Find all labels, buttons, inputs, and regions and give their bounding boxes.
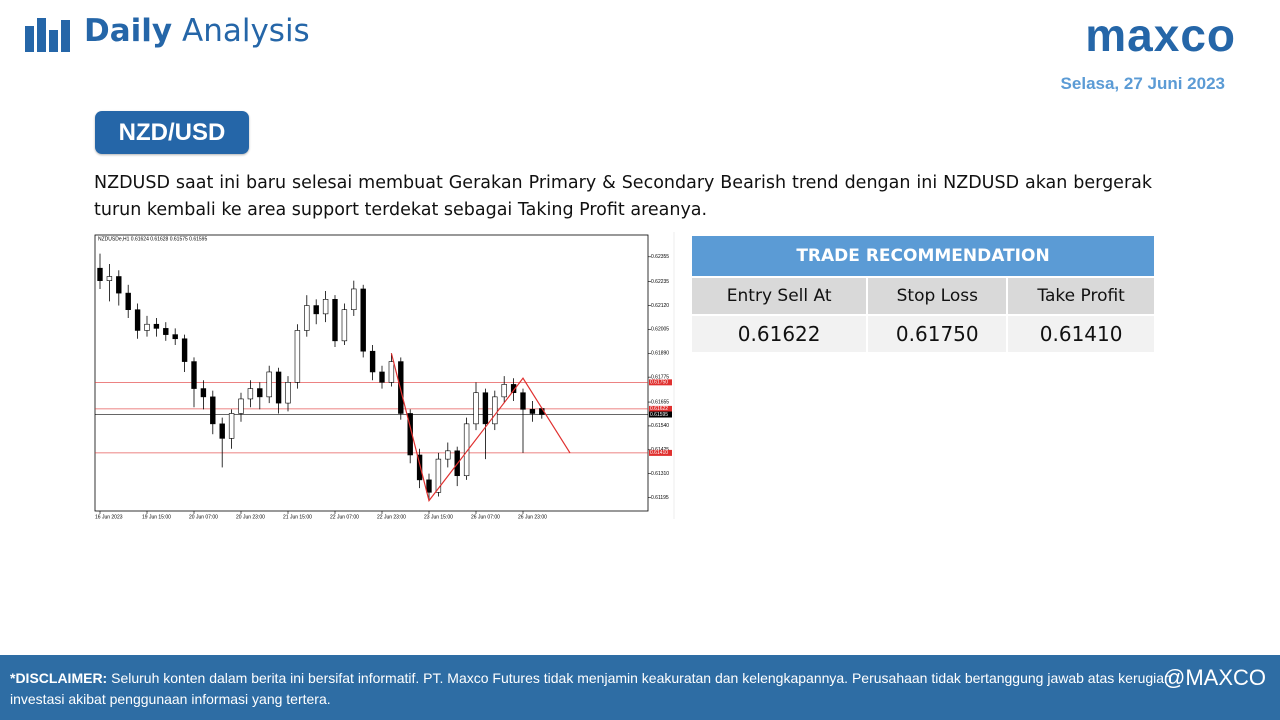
plot-frame xyxy=(94,234,649,512)
table-cell: 0.61622 xyxy=(689,314,869,354)
candle-body xyxy=(445,450,451,460)
candle-body xyxy=(388,361,395,383)
candle-body xyxy=(369,350,376,373)
candle-body xyxy=(435,458,442,493)
table-title: TRADE RECOMMENDATION xyxy=(690,234,1156,278)
title-bold: Daily xyxy=(84,13,173,49)
candle-body xyxy=(106,276,113,281)
candle-body xyxy=(228,413,235,439)
table-cell: 0.61750 xyxy=(866,314,1009,354)
level-label-box xyxy=(649,449,672,456)
candle-body xyxy=(360,288,366,352)
candle-body xyxy=(134,309,141,331)
disclaimer-label: *DISCLAIMER: xyxy=(10,670,108,686)
y-tick-label: 0.61775 xyxy=(651,374,669,380)
candle-body xyxy=(172,334,178,340)
candle-body xyxy=(266,371,272,398)
candle-body xyxy=(492,396,498,425)
candle-body xyxy=(529,409,536,414)
candle-body xyxy=(520,392,526,410)
x-tick-label: 22 Jun 23:00 xyxy=(377,514,406,520)
candle-body xyxy=(501,384,507,398)
level-label: 0.61622 xyxy=(650,406,668,412)
y-tick-label: 0.61195 xyxy=(651,495,669,501)
candle-body xyxy=(416,454,423,481)
candle-body xyxy=(379,371,385,383)
candle-body xyxy=(351,288,357,311)
level-label-box xyxy=(649,405,672,412)
candle-body xyxy=(257,388,263,398)
candle-body xyxy=(247,388,254,400)
column-header: Take Profit xyxy=(1006,276,1156,316)
chart: NZDUSDe,H1 0.61624 0.61628 0.61575 0.615… xyxy=(94,232,675,520)
candle-body xyxy=(210,396,216,425)
x-tick-label: 22 Jun 07:00 xyxy=(330,514,359,520)
y-tick-label: 0.62120 xyxy=(651,303,669,309)
logo-icon xyxy=(25,18,70,52)
chart-header: NZDUSDe,H1 0.61624 0.61628 0.61575 0.615… xyxy=(98,236,207,242)
candle-body xyxy=(285,382,291,404)
candle-body xyxy=(116,276,122,294)
pair-badge: NZD/USD xyxy=(95,111,249,154)
candle-body xyxy=(294,330,301,383)
table-cell: 0.61410 xyxy=(1006,314,1156,354)
x-tick-label: 26 Jun 07:00 xyxy=(471,514,500,520)
x-tick-label: 20 Jun 23:00 xyxy=(236,514,265,520)
footer: *DISCLAIMER: Seluruh konten dalam berita… xyxy=(0,655,1280,720)
y-tick-label: 0.61540 xyxy=(651,423,669,429)
level-label: 0.61595 xyxy=(650,412,668,418)
column-header: Stop Loss xyxy=(866,276,1009,316)
disclaimer: *DISCLAIMER: Seluruh konten dalam berita… xyxy=(10,668,1225,710)
candle-body xyxy=(313,305,319,315)
y-tick-label: 0.62355 xyxy=(651,254,669,260)
candle-body xyxy=(153,323,160,329)
candle-body xyxy=(238,398,244,414)
x-tick-label: 26 Jun 23:00 xyxy=(518,514,547,520)
candle-body xyxy=(125,292,131,311)
date: Selasa, 27 Juni 2023 xyxy=(1060,74,1225,93)
description: NZDUSD saat ini baru selesai membuat Ger… xyxy=(94,173,1152,220)
candle-body xyxy=(163,328,169,335)
candle-body xyxy=(144,323,150,331)
y-tick-label: 0.61310 xyxy=(651,471,669,477)
level-label: 0.61410 xyxy=(650,450,668,456)
level-label: 0.61750 xyxy=(650,380,668,386)
y-tick-label: 0.61655 xyxy=(651,399,669,405)
disclaimer-text: Seluruh konten dalam berita ini bersifat… xyxy=(10,670,1172,707)
candle-body xyxy=(426,479,432,493)
level-label-box xyxy=(649,379,672,386)
y-tick-label: 0.61890 xyxy=(651,351,669,357)
title-light: Analysis xyxy=(181,13,310,49)
candle-body xyxy=(219,423,225,439)
candle-body xyxy=(97,267,103,281)
page-title: Daily Analysis xyxy=(84,13,310,49)
candle-body xyxy=(341,309,348,342)
level-label-box xyxy=(649,411,672,418)
brand-logo: maxco xyxy=(1085,9,1236,61)
candle-body xyxy=(275,371,282,404)
zigzag-line xyxy=(390,353,571,502)
x-tick-label: 19 Jun 15:00 xyxy=(142,514,171,520)
x-tick-label: 16 Jun 2023 xyxy=(95,514,123,520)
candle-body xyxy=(191,361,197,389)
social-handle: @MAXCO xyxy=(1162,665,1266,690)
column-header: Entry Sell At xyxy=(689,276,869,316)
candle-body xyxy=(332,299,338,342)
candle-body xyxy=(473,392,479,425)
y-tick-label: 0.62005 xyxy=(651,327,669,333)
trade-table: TRADE RECOMMENDATION Entry Sell At Stop … xyxy=(689,234,1156,354)
candle-body xyxy=(304,305,310,331)
candle-body xyxy=(510,384,517,394)
x-tick-label: 23 Jun 15:00 xyxy=(424,514,453,520)
y-tick-label: 0.62235 xyxy=(651,279,669,285)
x-tick-label: 21 Jun 15:00 xyxy=(283,514,312,520)
candle-body xyxy=(181,338,188,362)
x-tick-label: 20 Jun 07:00 xyxy=(189,514,218,520)
candle-body xyxy=(463,423,470,477)
candle-body xyxy=(482,392,489,425)
candle-body xyxy=(322,299,329,315)
candle-body xyxy=(398,361,404,414)
candle-body xyxy=(200,388,207,398)
